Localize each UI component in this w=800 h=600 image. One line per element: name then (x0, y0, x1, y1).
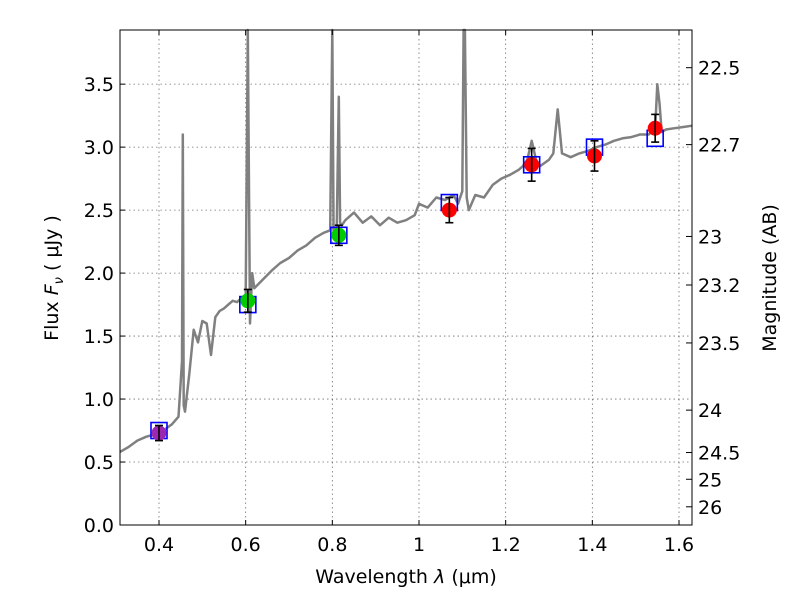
y2-axis-title: Magnitude (AB) (759, 204, 781, 352)
x-tick-label: 0.8 (317, 534, 347, 556)
x-tick-label: 1.2 (491, 534, 521, 556)
y-axis-title: Flux Fν ( μJy ) (41, 215, 67, 341)
y-tick-label: 1.5 (84, 326, 114, 348)
y-tick-label: 2.5 (84, 200, 114, 222)
x-tick-label: 1.4 (577, 534, 607, 556)
x-tick-label: 0.6 (231, 534, 261, 556)
x-axis-title: Wavelength λ (μm) (315, 566, 496, 588)
y2-tick-label: 26 (698, 497, 722, 519)
model-spectrum-line (119, 28, 693, 453)
y2-tick-label: 23 (698, 226, 722, 248)
x-tick-label: 1.6 (664, 534, 694, 556)
y-tick-label: 1.0 (84, 389, 114, 411)
y2-tick-label: 24.5 (698, 443, 740, 465)
photometry-layer (150, 113, 664, 442)
x-tick-label: 0.4 (144, 534, 174, 556)
y-tick-label: 3.5 (84, 74, 114, 96)
y2-tick-label: 23.5 (698, 333, 740, 355)
y2-tick-label: 22.7 (698, 135, 740, 157)
y-tick-label: 0.5 (84, 452, 114, 474)
y2-tick-label: 25 (698, 469, 722, 491)
y2-tick-label: 23.2 (698, 275, 740, 297)
y-tick-label: 0.0 (84, 515, 114, 537)
y2-tick-label: 24 (698, 400, 722, 422)
x-tick-label: 1 (413, 534, 425, 556)
y-tick-label: 2.0 (84, 263, 114, 285)
y2-tick-label: 22.5 (698, 58, 740, 80)
axis-ticks: 0.4 0.6 0.8 1 1.2 1.4 1.6 0.0 0.5 1.0 1.5 2.0 2.5 3.0… (84, 30, 740, 556)
plot-frame (119, 29, 693, 526)
y-tick-label: 3.0 (84, 137, 114, 159)
model-spectrum-layer (119, 28, 693, 453)
